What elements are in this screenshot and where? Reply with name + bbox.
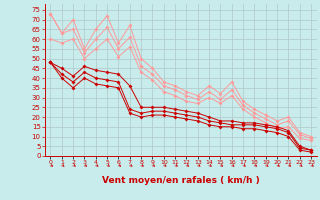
X-axis label: Vent moyen/en rafales ( km/h ): Vent moyen/en rafales ( km/h )	[102, 176, 260, 185]
